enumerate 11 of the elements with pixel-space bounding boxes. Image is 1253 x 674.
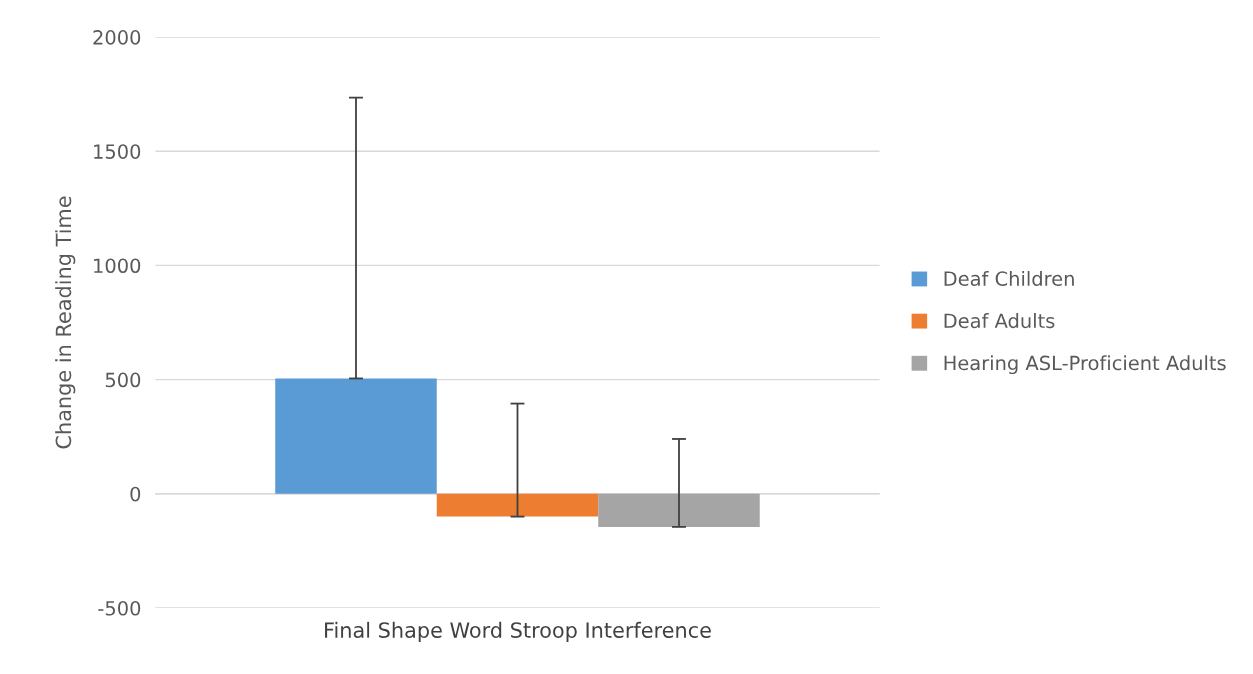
y-tick-label: 2000 (93, 30, 141, 45)
y-tick-label: 1500 (94, 144, 141, 159)
y-tick-label: 0 (130, 486, 141, 502)
y-axis-title: Change in Reading Time (55, 196, 76, 449)
legend-label: Deaf Adults (944, 313, 1055, 329)
x-tick-label: Final Shape Word Stroop Interference (325, 621, 711, 642)
y-tick-label: -500 (98, 600, 141, 616)
y-tick-label: 1000 (94, 258, 141, 274)
y-tick-label: 500 (105, 372, 141, 388)
legend-label: Deaf Children (944, 270, 1074, 286)
legend-label: Hearing ASL-Proficient Adults (944, 355, 1226, 375)
